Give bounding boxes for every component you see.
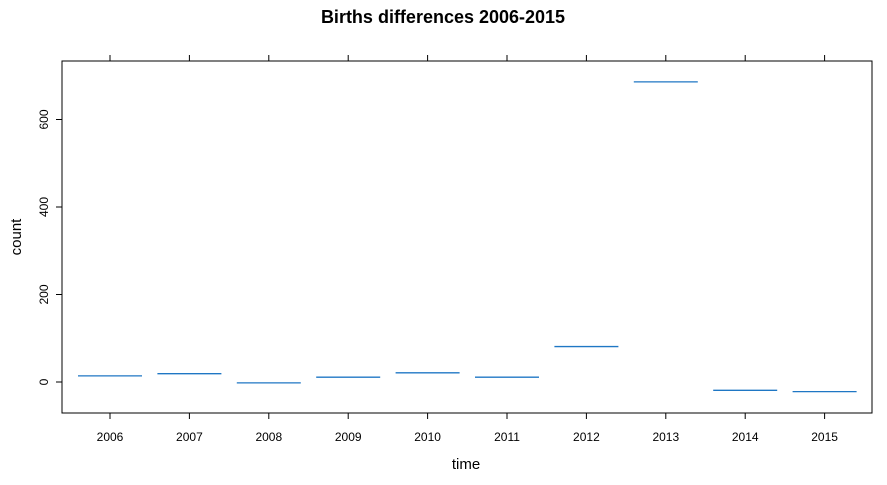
x-tick-label: 2010 <box>414 430 441 444</box>
x-axis-top <box>109 55 826 61</box>
x-tick-label: 2008 <box>255 430 282 444</box>
y-tick-label: 600 <box>37 109 51 129</box>
chart-title: Births differences 2006-2015 <box>321 7 565 27</box>
y-tick-label: 0 <box>37 378 51 385</box>
x-tick-label: 2009 <box>335 430 362 444</box>
x-tick-label: 2013 <box>652 430 679 444</box>
y-axis-label: count <box>8 218 25 256</box>
x-tick-label: 2007 <box>176 430 203 444</box>
x-axis-bottom: 2006 2007 2008 2009 2010 2011 2012 2013 2014 2015 <box>97 413 838 444</box>
y-tick-label: 400 <box>37 197 51 217</box>
x-tick-label: 2015 <box>811 430 838 444</box>
x-tick-label: 2014 <box>732 430 759 444</box>
x-axis-label: time <box>452 456 480 473</box>
x-tick-label: 2012 <box>573 430 600 444</box>
y-axis: 0 200 400 600 <box>37 109 62 385</box>
y-tick-label: 200 <box>37 284 51 304</box>
series-segments <box>78 81 857 393</box>
x-tick-label: 2011 <box>494 430 520 444</box>
x-tick-label: 2006 <box>97 430 124 444</box>
plot-frame <box>61 60 873 414</box>
